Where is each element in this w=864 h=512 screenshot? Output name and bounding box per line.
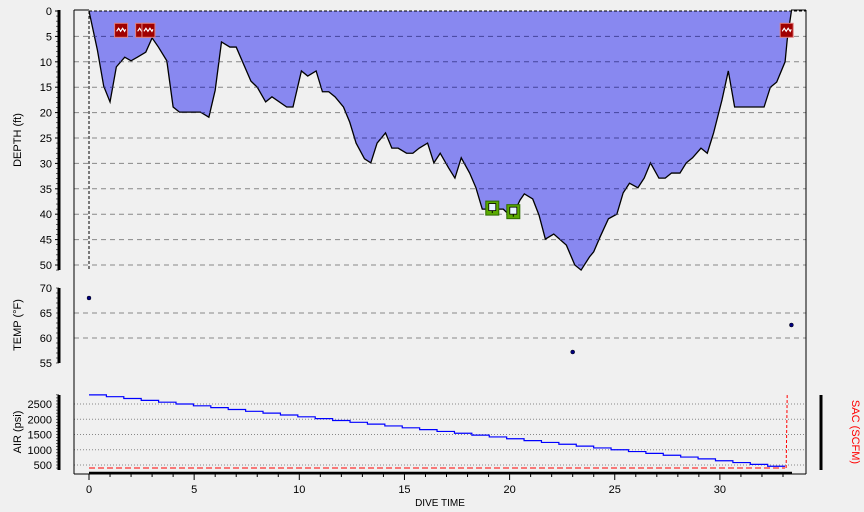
ascent-warning-icon[interactable] [114,22,129,38]
depth-tick-label: 40 [40,209,52,221]
depth-tick-label: 15 [40,82,52,94]
time-tick-label: 5 [191,484,197,496]
time-tick-label: 20 [503,484,515,496]
air-pressure-line [89,394,786,467]
time-tick-label: 15 [398,484,410,496]
air-tick-label: 2000 [28,414,52,426]
depth-tick-label: 5 [46,31,52,43]
time-tick-label: 30 [714,484,726,496]
temp-axis-label: TEMP (°F) [12,299,24,351]
depth-tick-label: 30 [40,158,52,170]
temp-point [86,295,92,301]
depth-tick-label: 10 [40,57,52,69]
water-area [89,11,792,271]
time-tick-label: 10 [293,484,305,496]
sac-axis-label: SAC (SCFM) [849,400,861,464]
depth-tick-label: 20 [40,108,52,120]
air-tick-label: 500 [34,460,52,472]
depth-tick-label: 35 [40,184,52,196]
temp-tick-label: 70 [40,283,52,295]
air-tick-label: 2500 [28,399,52,411]
air-tick-label: 1000 [28,445,52,457]
time-tick-label: 0 [86,484,92,496]
temp-point [570,349,575,355]
sac-line [785,394,788,469]
depth-tick-label: 25 [40,133,52,145]
x-axis-label: DIVE TIME [415,498,465,509]
temp-tick-label: 65 [40,308,52,320]
depth-tick-label: 45 [40,235,52,247]
temp-tick-label: 60 [40,333,52,345]
time-tick-label: 25 [609,484,621,496]
ascent-warning-icon[interactable] [779,22,794,38]
depth-tick-label: 0 [46,6,52,18]
air-axis-label: AIR (psi) [12,411,24,454]
depth-profile-line [88,10,793,272]
air-tick-label: 1500 [28,430,52,442]
ascent-warning-icon[interactable] [141,22,156,38]
depth-tick-label: 50 [40,260,52,272]
temp-point [789,322,794,328]
bookmark-icon[interactable] [485,200,500,216]
bookmark-icon[interactable] [506,204,521,220]
temp-tick-label: 55 [40,358,52,370]
depth-axis-label: DEPTH (ft) [12,113,24,167]
